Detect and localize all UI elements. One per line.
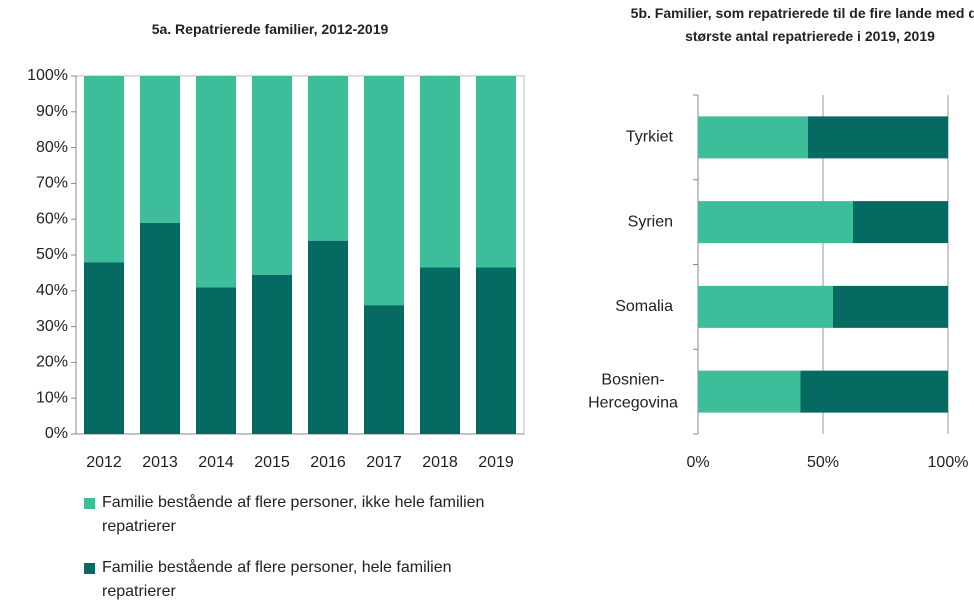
legend-swatch	[84, 498, 95, 509]
chart-title: 5a. Repatrierede familier, 2012-2019	[151, 21, 389, 37]
legend-item: Familie bestående af flere personer, ikk…	[84, 491, 524, 539]
bar-segment	[476, 76, 516, 268]
y-tick-label: Tyrkiet	[626, 129, 674, 146]
x-tick-label: 2012	[86, 454, 122, 471]
bar-segment	[196, 287, 236, 434]
legend-item: Familie bestående af flere personer, hel…	[84, 556, 524, 602]
bar-segment	[140, 222, 180, 434]
bar-segment	[364, 305, 404, 434]
legend-swatch	[84, 563, 95, 574]
x-tick-label: 0%	[686, 454, 709, 471]
y-tick-label: Bosnien-Hercegovina	[588, 372, 678, 412]
bar-segment	[420, 76, 460, 268]
bar-segment	[808, 116, 948, 159]
bar-segment	[833, 285, 948, 328]
legend-label: Familie bestående af flere personer, ikk…	[102, 494, 485, 535]
bar-segment	[308, 76, 348, 241]
y-tick-label: 90%	[36, 103, 68, 120]
bar-segment	[698, 370, 801, 413]
x-tick-label: 2013	[142, 454, 178, 471]
bar-segment	[698, 285, 833, 328]
bar-segment	[84, 76, 124, 263]
y-tick-label: 30%	[36, 318, 68, 335]
y-tick-label: 70%	[36, 175, 68, 192]
bar-segment	[252, 76, 292, 275]
bar-segment	[420, 267, 460, 434]
bar-segment	[364, 76, 404, 306]
y-tick-label: Syrien	[628, 213, 673, 230]
x-tick-label: 50%	[807, 454, 839, 471]
bar-segment	[853, 201, 948, 244]
bar-segment	[308, 240, 348, 434]
bar-segment	[140, 76, 180, 223]
bar-segment	[84, 262, 124, 434]
x-tick-label: 2018	[422, 454, 458, 471]
bar-segment	[476, 267, 516, 434]
y-tick-label: 60%	[36, 210, 68, 227]
chart-title: 5b. Familier, som repatrierede til de fi…	[630, 5, 974, 44]
x-tick-label: 2014	[198, 454, 234, 471]
y-tick-label: 0%	[45, 425, 68, 442]
y-tick-label: 100%	[27, 67, 68, 84]
bar-segment	[698, 116, 808, 159]
y-tick-label: 40%	[36, 282, 68, 299]
x-tick-label: 100%	[928, 454, 969, 471]
bar-segment	[252, 274, 292, 434]
bar-segment	[698, 201, 853, 244]
y-tick-label: Somalia	[615, 298, 673, 315]
x-tick-label: 2015	[254, 454, 290, 471]
bar-segment	[800, 370, 948, 413]
legend-label: Familie bestående af flere personer, hel…	[102, 559, 452, 600]
bar-segment	[196, 76, 236, 288]
y-tick-label: 10%	[36, 389, 68, 406]
x-tick-label: 2017	[366, 454, 402, 471]
x-tick-label: 2019	[478, 454, 514, 471]
y-tick-label: 50%	[36, 246, 68, 263]
x-tick-label: 2016	[310, 454, 346, 471]
y-tick-label: 80%	[36, 139, 68, 156]
y-tick-label: 20%	[36, 354, 68, 371]
